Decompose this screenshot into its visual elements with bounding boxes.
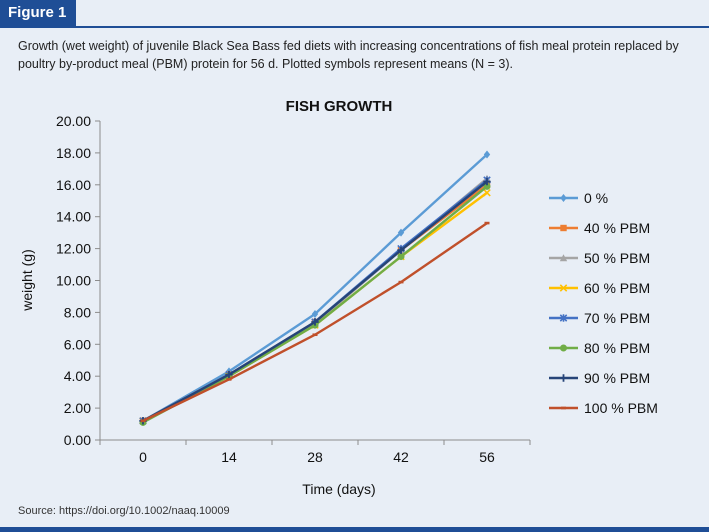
data-point [225,370,233,379]
header-rule [0,26,709,28]
series-line [142,177,488,422]
y-tick-label: 16.00 [56,177,91,193]
source-note: Source: https://doi.org/10.1002/naaq.100… [18,505,230,517]
data-point [483,150,491,159]
y-tick-label: 20.00 [56,113,91,129]
series-3 [139,189,491,425]
x-tick-label: 56 [479,449,495,465]
legend-label: 0 % [584,190,608,206]
legend-marker [559,374,568,382]
series-7 [140,221,490,423]
legend-label: 70 % PBM [584,310,650,326]
figure-caption: Growth (wet weight) of juvenile Black Se… [18,39,679,71]
x-tick-label: 28 [307,449,323,465]
series-4 [139,176,491,425]
x-axis-ticks: 0 14 28 42 56 [99,440,531,465]
data-point [483,189,491,197]
y-tick-label: 18.00 [56,145,91,161]
series-6 [139,177,491,425]
data-point [483,177,491,186]
y-axis-ticks: 0.00 2.00 4.00 6.00 8.00 10.00 12.00 14.00 16.00… [56,113,100,448]
series-line [142,180,488,422]
series-line [142,179,488,422]
legend-item: 50 % PBM [549,250,650,266]
legend: 0 % 40 % PBM 50 % PBM 60 % PBM 70 % PBM 80 % … [549,190,658,416]
y-tick-label: 14.00 [56,209,91,225]
legend-marker [559,254,568,262]
series-line [142,153,488,422]
data-point [311,318,319,326]
series-2 [139,174,491,425]
data-point [398,280,404,284]
data-point [311,309,319,318]
legend-label: 80 % PBM [584,340,650,356]
y-axis-label: weight (g) [19,249,35,311]
footer-rule [0,527,709,532]
y-tick-label: 0.00 [64,432,91,448]
legend-item: 40 % PBM [549,220,650,236]
fish-growth-chart: FISH GROWTH 0.00 2.00 4.00 6.00 8.00 10.00 12.… [19,98,658,497]
legend-item: 90 % PBM [549,370,650,386]
legend-item: 70 % PBM [549,310,650,326]
legend-item: 80 % PBM [549,340,650,356]
y-tick-label: 2.00 [64,400,91,416]
legend-marker [560,344,567,352]
data-point [397,246,405,254]
legend-item: 60 % PBM [549,280,650,296]
legend-label: 40 % PBM [584,220,650,236]
legend-marker [559,284,568,292]
legend-marker [561,406,566,410]
data-point [312,333,318,337]
x-axis-label: Time (days) [302,481,375,497]
data-point [226,378,232,381]
y-tick-label: 4.00 [64,368,91,384]
y-tick-label: 8.00 [64,304,91,320]
legend-item: 0 % [549,190,608,206]
x-tick-label: 0 [139,449,147,465]
data-point [397,253,405,261]
x-tick-label: 42 [393,449,409,465]
legend-label: 100 % PBM [584,400,658,416]
y-tick-label: 10.00 [56,273,91,289]
data-point [140,419,146,423]
figure-label: Figure 1 [0,0,77,26]
legend-label: 90 % PBM [584,370,650,386]
data-point [397,228,405,237]
series-0 [139,150,491,425]
series-lines [139,150,491,426]
y-tick-label: 12.00 [56,241,91,257]
legend-item: 100 % PBM [549,400,658,416]
y-tick-label: 6.00 [64,336,91,352]
x-tick-label: 14 [221,449,237,465]
data-point [483,182,491,190]
chart-title: FISH GROWTH [286,98,393,115]
legend-marker [559,314,568,322]
legend-marker [560,224,567,232]
legend-label: 50 % PBM [584,250,650,266]
legend-marker [560,194,567,202]
legend-label: 60 % PBM [584,280,650,296]
data-point [484,221,490,225]
